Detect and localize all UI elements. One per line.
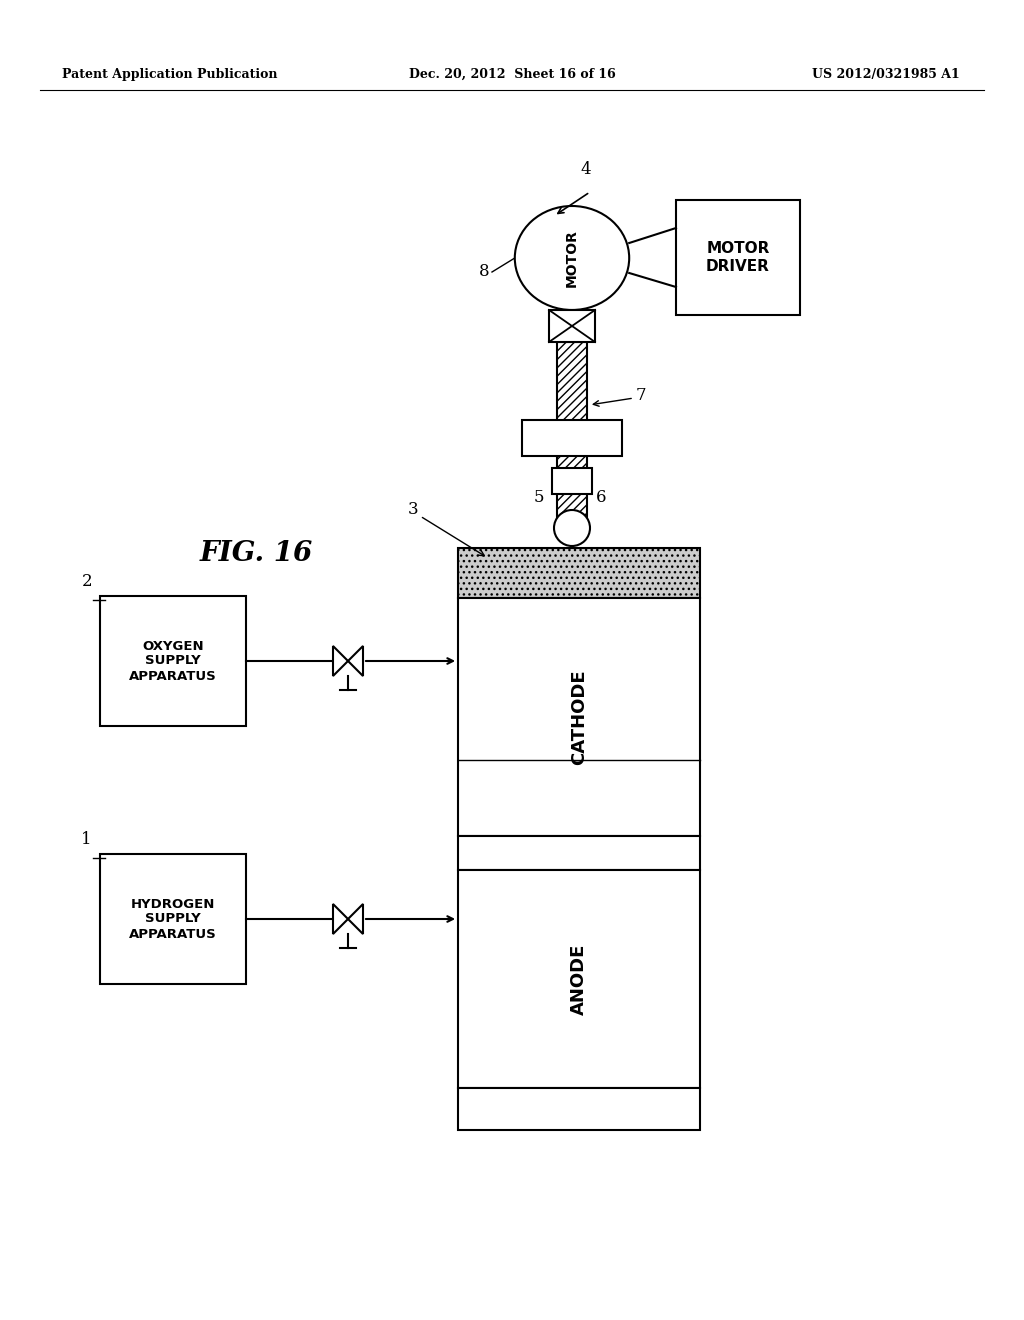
Bar	[458, 870, 700, 1088]
Bar	[458, 548, 700, 598]
Text: 1: 1	[81, 832, 92, 847]
Bar	[458, 836, 700, 870]
Text: US 2012/0321985 A1: US 2012/0321985 A1	[812, 69, 961, 81]
Text: Patent Application Publication: Patent Application Publication	[62, 69, 278, 81]
Text: 5: 5	[534, 488, 544, 506]
Bar	[522, 420, 622, 455]
Text: 8: 8	[479, 264, 490, 281]
Bar	[676, 201, 800, 315]
Text: 3: 3	[408, 502, 418, 519]
Bar	[100, 597, 246, 726]
Text: 7: 7	[636, 387, 646, 404]
Circle shape	[554, 510, 590, 546]
Text: MOTOR
DRIVER: MOTOR DRIVER	[707, 242, 770, 273]
Text: 2: 2	[81, 573, 92, 590]
Text: 6: 6	[596, 488, 606, 506]
Text: FIG. 16: FIG. 16	[200, 540, 313, 568]
Text: 4: 4	[580, 161, 591, 178]
Bar	[458, 1088, 700, 1130]
Text: CATHODE: CATHODE	[570, 669, 588, 764]
Text: OXYGEN
SUPPLY
APPARATUS: OXYGEN SUPPLY APPARATUS	[129, 639, 217, 682]
Text: MOTOR: MOTOR	[565, 230, 579, 286]
Bar	[549, 310, 595, 342]
Bar	[557, 342, 587, 525]
Text: Dec. 20, 2012  Sheet 16 of 16: Dec. 20, 2012 Sheet 16 of 16	[409, 69, 615, 81]
Text: ANODE: ANODE	[570, 944, 588, 1015]
Bar	[552, 469, 592, 494]
Ellipse shape	[515, 206, 629, 310]
Bar	[100, 854, 246, 983]
Text: HYDROGEN
SUPPLY
APPARATUS: HYDROGEN SUPPLY APPARATUS	[129, 898, 217, 940]
Bar	[458, 598, 700, 836]
